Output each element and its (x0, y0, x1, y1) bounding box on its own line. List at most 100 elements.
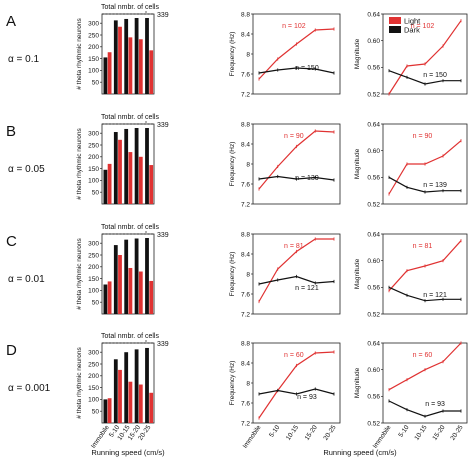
y-tick-label: 200 (88, 373, 99, 380)
y-axis-label: Frequency (Hz) (229, 142, 236, 187)
y-tick-label: 300 (88, 241, 99, 248)
plot-frame (382, 123, 468, 205)
y-axis-label: Magnitude (354, 38, 361, 69)
y-axis-label: # theta rhythmic neurons (76, 237, 83, 309)
y-tick-label: 200 (88, 44, 99, 51)
y-tick-label: 7.2 (241, 201, 250, 208)
bar-dark (145, 347, 149, 423)
y-tick-label: 8 (246, 380, 250, 387)
y-tick-label: 0.60 (367, 148, 380, 155)
y-tick-label: 100 (88, 178, 99, 185)
y-axis-label: Frequency (Hz) (229, 32, 236, 77)
y-tick-label: 150 (88, 276, 99, 283)
y-tick-label: 8 (246, 271, 250, 278)
y-tick-label: 7.2 (241, 420, 250, 427)
y-tick-label: 0.56 (367, 175, 380, 182)
total-cells-value: 339 (157, 122, 169, 129)
y-tick-label: 8.8 (241, 340, 250, 347)
bar-light (149, 165, 154, 204)
total-cells-label: Total nmbr. of cells (101, 114, 159, 121)
bar-light (118, 26, 122, 94)
bar-dark (145, 18, 149, 95)
magnitude-chart: 0.52 0.56 0.60 0.64 Magnitude n = 102 n = 150 (354, 11, 468, 98)
bar-dark (113, 20, 118, 94)
total-cells-value: 339 (157, 341, 169, 348)
y-tick-label: 0.64 (367, 11, 380, 18)
legend-label-light: Light (404, 17, 421, 26)
shared-x-axis-label: Running speed (cm/s) (323, 448, 397, 457)
y-tick-label: 50 (92, 80, 100, 87)
legend-swatch-light (389, 17, 401, 24)
alpha-label: α = 0.01 (8, 274, 45, 285)
x-tick-label: 15-20 (431, 424, 446, 442)
plot-frame (382, 342, 468, 424)
n-label-dark: n = 121 (295, 285, 319, 292)
bar-light (118, 139, 122, 204)
n-label-dark: n = 150 (423, 72, 447, 79)
y-tick-label: 8.4 (241, 251, 250, 258)
bar-light (138, 384, 143, 423)
legend-label-dark: Dark (404, 26, 420, 35)
y-tick-label: 100 (88, 68, 99, 75)
x-tick-label: 5-10 (268, 424, 281, 439)
y-tick-label: 8.4 (241, 141, 250, 148)
n-label-dark: n = 93 (425, 401, 445, 408)
y-tick-label: 100 (88, 397, 99, 404)
y-tick-label: 0.52 (367, 311, 380, 318)
y-tick-label: 7.2 (241, 91, 250, 98)
bar-light (118, 369, 122, 423)
bar-light (107, 281, 112, 314)
x-tick-label: Immobile (90, 424, 111, 450)
y-tick-label: 8 (246, 161, 250, 168)
y-tick-label: 200 (88, 264, 99, 271)
alpha-label: α = 0.001 (8, 383, 51, 394)
y-axis-label: Frequency (Hz) (229, 361, 236, 406)
n-label-light: n = 90 (284, 133, 304, 140)
y-axis-label: Frequency (Hz) (229, 252, 236, 297)
y-axis-label: Magnitude (354, 148, 361, 179)
bar-dark (134, 349, 139, 423)
bar-dark (103, 399, 108, 423)
y-tick-label: 250 (88, 142, 99, 149)
bar-light (128, 267, 133, 314)
total-cells-label: Total nmbr. of cells (101, 4, 159, 11)
bar-light (149, 50, 154, 94)
x-tick-label: 10-15 (285, 424, 300, 442)
y-tick-label: 0.52 (367, 420, 380, 427)
y-axis-label: # theta rhythmic neurons (76, 17, 83, 89)
x-tick-label: 20-25 (322, 424, 337, 442)
y-tick-label: 50 (92, 409, 100, 416)
y-tick-label: 0.56 (367, 394, 380, 401)
alpha-label: α = 0.1 (8, 54, 40, 65)
x-tick-label: 15-20 (304, 424, 319, 442)
y-tick-label: 8.4 (241, 360, 250, 367)
n-label-dark: n = 93 (297, 394, 317, 401)
y-tick-label: 8.8 (241, 11, 250, 18)
y-tick-label: 300 (88, 350, 99, 357)
plot-frame (382, 233, 468, 315)
y-axis-label: Magnitude (354, 367, 361, 398)
y-tick-label: 150 (88, 166, 99, 173)
bar-dark (103, 284, 108, 314)
bar-dark (113, 245, 118, 314)
y-tick-label: 100 (88, 288, 99, 295)
y-tick-label: 8.8 (241, 231, 250, 238)
y-tick-label: 0.64 (367, 121, 380, 128)
bar-light (128, 37, 133, 94)
y-tick-label: 7.2 (241, 311, 250, 318)
bar-dark (103, 57, 108, 94)
n-label-light: n = 102 (411, 23, 435, 30)
y-tick-label: 8.8 (241, 121, 250, 128)
bar-dark (124, 239, 129, 314)
y-tick-label: 0.64 (367, 231, 380, 238)
bar-dark (134, 18, 139, 95)
bar-light (138, 156, 143, 204)
bar-dark (113, 359, 118, 423)
